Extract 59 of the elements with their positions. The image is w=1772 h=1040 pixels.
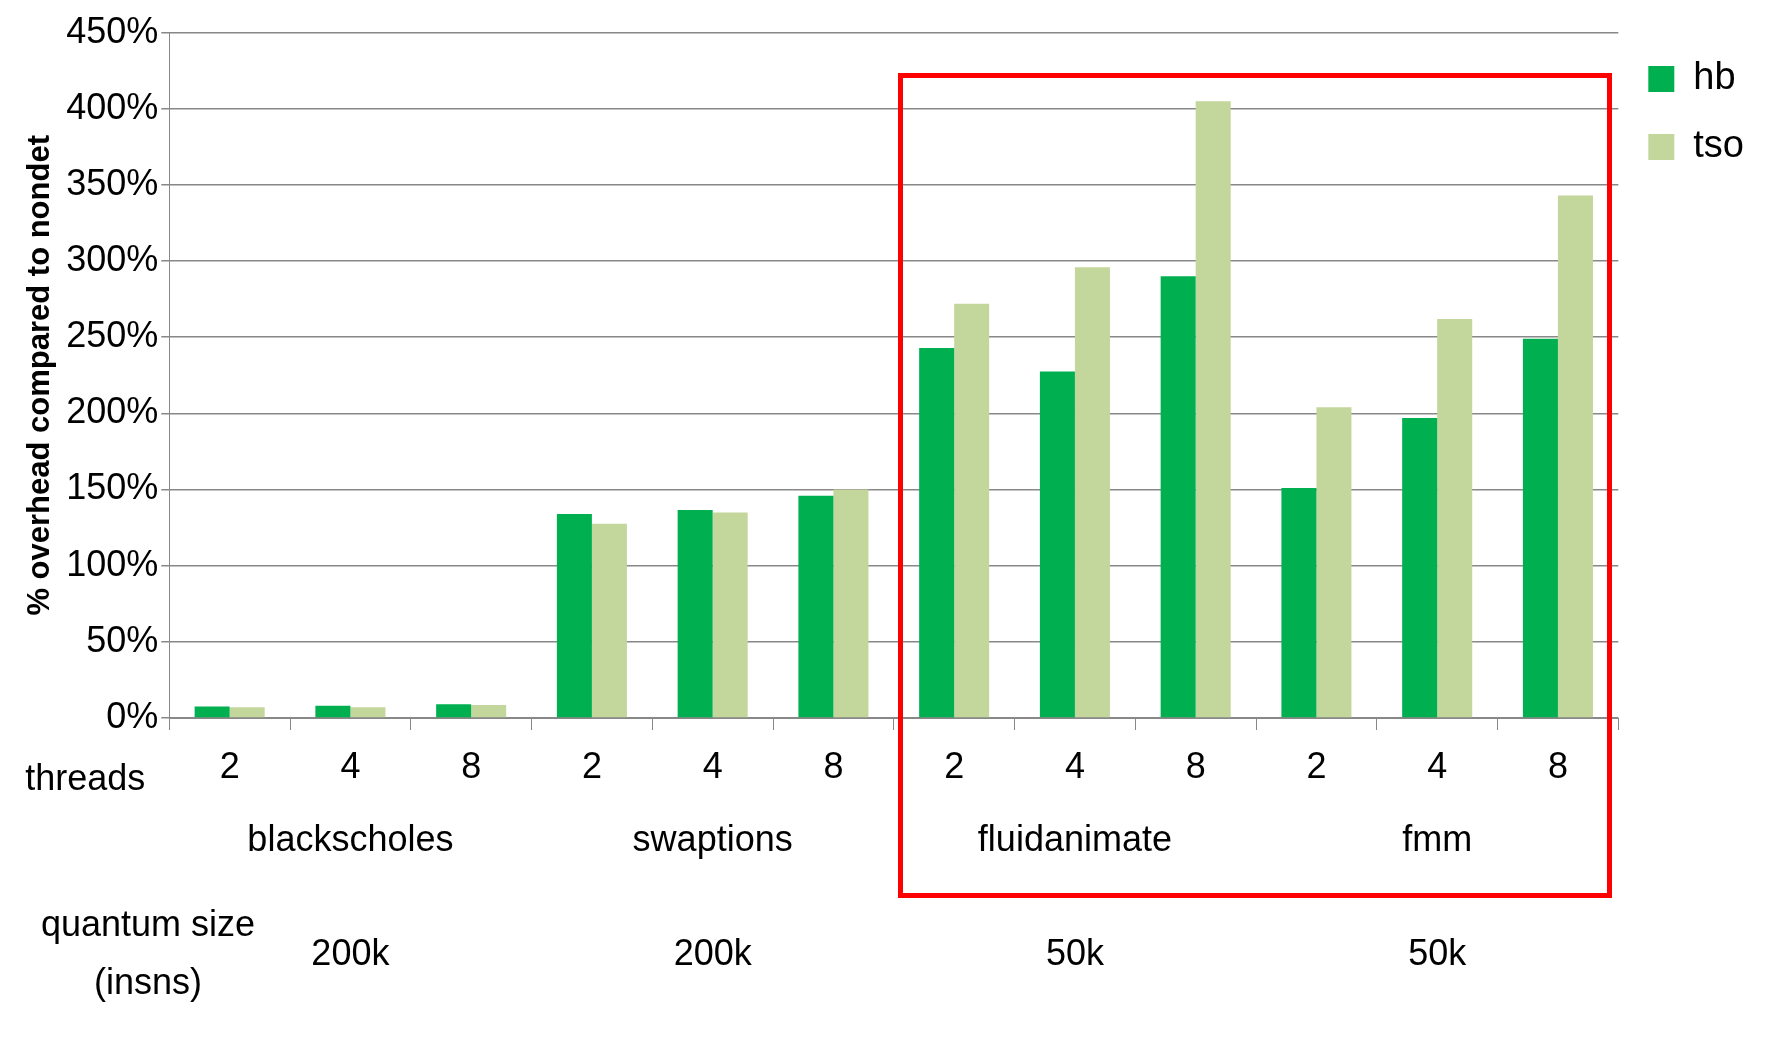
x-tick-label: 4	[340, 744, 361, 786]
bar	[1437, 318, 1473, 718]
y-axis-title: % overhead compared to nondet	[21, 135, 57, 616]
text: blackscholes	[247, 817, 454, 859]
x-tick-label: 8	[461, 744, 482, 786]
legend-label: tso	[1693, 123, 1745, 166]
bar	[1316, 407, 1352, 718]
y-tick-label: 400%	[66, 85, 159, 127]
x-tick-label: 2	[944, 744, 965, 786]
bar	[229, 707, 265, 718]
x-tick-label: 2	[1306, 744, 1327, 786]
bar	[1039, 371, 1075, 718]
x-tick-label: 4	[1064, 744, 1085, 786]
bar	[1195, 101, 1231, 718]
y-tick-label: 0%	[106, 694, 159, 736]
y-tick-label: 100%	[66, 542, 159, 584]
bar	[677, 510, 713, 718]
x-tick-label: 2	[581, 744, 602, 786]
x-tick-label: 4	[702, 744, 723, 786]
text: fluidanimate	[977, 817, 1172, 859]
y-tick-label: 150%	[66, 466, 159, 508]
bar	[833, 489, 869, 718]
text: 200k	[311, 931, 391, 973]
y-tick-label: 300%	[66, 237, 159, 279]
x-axis-title: threads	[25, 756, 146, 798]
bar	[1281, 488, 1317, 718]
x-tick-label: 8	[1547, 744, 1568, 786]
bar	[954, 303, 990, 718]
bar	[556, 513, 592, 718]
bar	[1074, 267, 1110, 718]
text: fmm	[1402, 817, 1473, 859]
text: quantum size (insns)	[40, 902, 256, 1002]
text: 50k	[1408, 931, 1468, 973]
y-tick-label: 450%	[66, 9, 159, 51]
y-tick-label: 200%	[66, 390, 159, 432]
text: 50k	[1045, 931, 1105, 973]
legend-label: hb	[1693, 55, 1736, 98]
bar	[1402, 417, 1438, 718]
bar	[315, 705, 351, 718]
text: swaptions	[632, 817, 793, 859]
x-tick-label: 8	[823, 744, 844, 786]
y-tick-label: 350%	[66, 161, 159, 203]
x-tick-label: 8	[1185, 744, 1206, 786]
bar	[1522, 338, 1558, 718]
text: 200k	[673, 931, 753, 973]
bar	[436, 704, 472, 718]
bar	[194, 706, 230, 718]
bar	[471, 705, 507, 718]
x-tick-label: 2	[219, 744, 240, 786]
bar	[591, 523, 627, 718]
bar	[919, 347, 955, 718]
bar	[1557, 195, 1593, 718]
bar	[350, 707, 386, 718]
bar	[798, 495, 834, 718]
y-tick-label: 250%	[66, 314, 159, 356]
x-tick-label: 4	[1427, 744, 1448, 786]
bar	[1160, 276, 1196, 718]
bar	[712, 512, 748, 718]
y-tick-label: 50%	[86, 618, 159, 660]
